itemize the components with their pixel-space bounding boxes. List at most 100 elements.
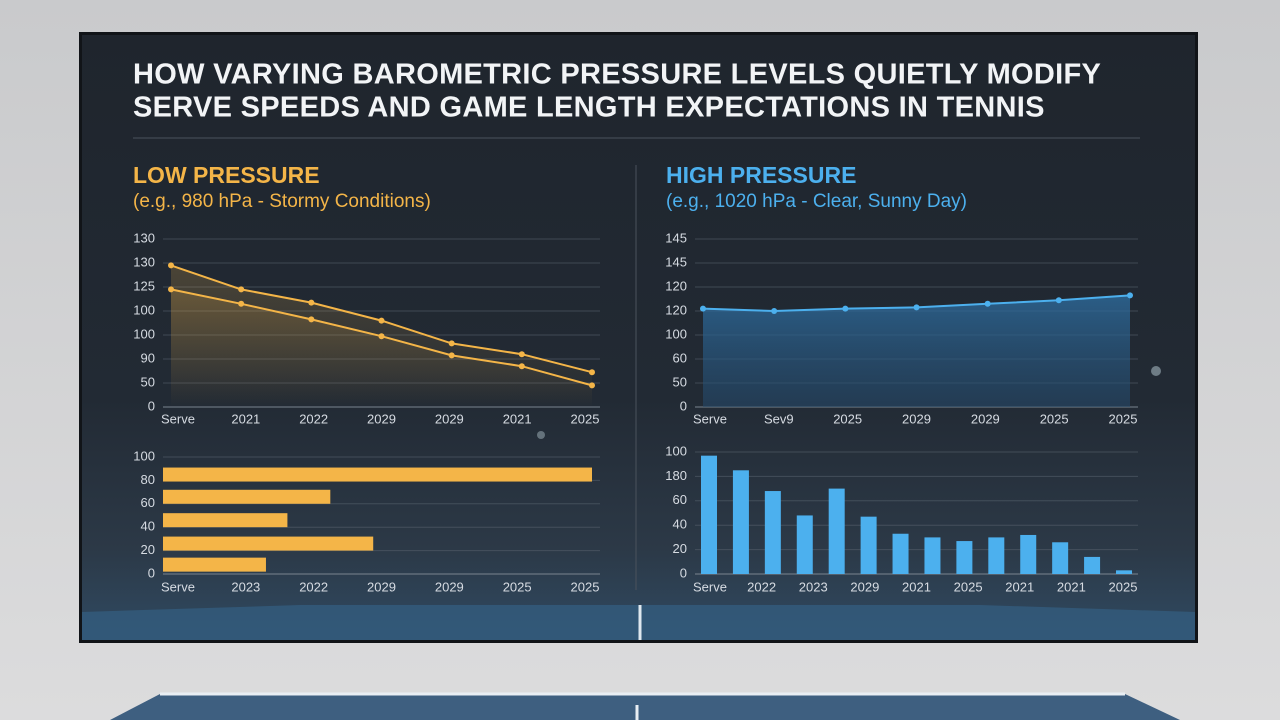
- x-tick-label: 2029: [902, 411, 931, 426]
- bar: [1116, 570, 1132, 574]
- y-tick-label: 0: [148, 565, 155, 580]
- bar: [732, 470, 749, 574]
- y-tick-label: 60: [141, 495, 155, 510]
- y-tick-label: 100: [133, 448, 155, 463]
- x-tick-label: 2022: [299, 411, 328, 426]
- y-tick-label: 0: [680, 398, 687, 413]
- x-tick-label: 2029: [971, 411, 1000, 426]
- bar: [163, 489, 331, 504]
- tennis-ball: [1151, 366, 1161, 376]
- bar: [860, 516, 877, 574]
- court-floor: [110, 694, 1180, 720]
- x-tick-label: 2029: [850, 579, 879, 594]
- x-tick-label: 2025: [954, 579, 983, 594]
- x-tick-label: 2025: [1109, 411, 1138, 426]
- y-tick-label: 180: [665, 468, 687, 483]
- y-tick-label: 40: [141, 519, 155, 534]
- y-tick-label: 90: [141, 350, 155, 365]
- x-tick-label: 2021: [1005, 579, 1034, 594]
- point: [378, 317, 385, 324]
- y-tick-label: 0: [680, 565, 687, 580]
- point: [1055, 297, 1062, 304]
- y-tick-label: 40: [673, 517, 687, 532]
- y-tick-label: 100: [665, 326, 687, 341]
- point: [448, 352, 455, 359]
- point: [168, 286, 174, 293]
- point: [168, 262, 174, 269]
- point: [771, 308, 778, 314]
- point: [308, 316, 315, 323]
- panel-heading: HIGH PRESSURE: [666, 162, 856, 188]
- y-tick-label: 125: [133, 278, 155, 293]
- point: [238, 300, 245, 307]
- point: [238, 286, 245, 293]
- area: [703, 295, 1130, 407]
- bar: [892, 533, 909, 574]
- y-tick-label: 50: [673, 374, 687, 389]
- y-tick-label: 130: [133, 230, 155, 245]
- y-tick-label: 120: [665, 302, 687, 317]
- bar: [956, 541, 973, 574]
- bar: [163, 467, 592, 482]
- title-line: SERVE SPEEDS AND GAME LENGTH EXPECTATION…: [133, 92, 1045, 124]
- point: [518, 363, 525, 370]
- x-tick-label: Serve: [693, 579, 727, 594]
- x-tick-label: 2023: [231, 579, 260, 594]
- bar: [924, 537, 941, 574]
- x-tick-label: 2029: [435, 411, 464, 426]
- x-tick-label: 2022: [299, 579, 328, 594]
- x-tick-label: 2025: [503, 579, 532, 594]
- y-tick-label: 130: [133, 254, 155, 269]
- panel-heading: LOW PRESSURE: [133, 162, 320, 188]
- x-tick-label: 2025: [571, 579, 600, 594]
- y-tick-label: 80: [141, 472, 155, 487]
- x-tick-label: 2025: [571, 411, 600, 426]
- bar: [796, 515, 813, 574]
- y-tick-label: 145: [665, 254, 687, 269]
- x-tick-label: 2021: [503, 411, 532, 426]
- point: [378, 333, 385, 340]
- bar: [163, 513, 288, 528]
- point: [448, 340, 455, 347]
- point: [589, 382, 595, 389]
- x-tick-label: 2021: [902, 579, 931, 594]
- bar: [1084, 556, 1101, 574]
- point: [913, 304, 920, 311]
- bar: [1020, 534, 1037, 574]
- point: [308, 299, 315, 306]
- bar: [163, 557, 266, 572]
- title-line: HOW VARYING BAROMETRIC PRESSURE LEVELS Q…: [133, 59, 1101, 91]
- y-tick-label: 20: [673, 541, 687, 556]
- y-tick-label: 60: [673, 350, 687, 365]
- point: [984, 300, 991, 307]
- y-tick-label: 0: [148, 398, 155, 413]
- y-tick-label: 100: [133, 326, 155, 341]
- y-tick-label: 100: [133, 302, 155, 317]
- bar: [764, 491, 781, 574]
- y-tick-label: 145: [665, 230, 687, 245]
- bar: [701, 455, 717, 574]
- x-tick-label: 2029: [435, 579, 464, 594]
- y-tick-label: 20: [141, 542, 155, 557]
- y-tick-label: 100: [665, 443, 687, 458]
- panel-subheading: (e.g., 1020 hPa - Clear, Sunny Day): [666, 191, 967, 212]
- point: [518, 351, 525, 358]
- x-tick-label: 2025: [1040, 411, 1069, 426]
- point: [1127, 292, 1133, 299]
- tennis-ball: [537, 431, 545, 439]
- x-tick-label: 2025: [833, 411, 862, 426]
- panel-subheading: (e.g., 980 hPa - Stormy Conditions): [133, 191, 431, 212]
- y-tick-label: 50: [141, 374, 155, 389]
- y-tick-label: 120: [665, 278, 687, 293]
- point: [700, 305, 706, 312]
- bar: [163, 536, 374, 551]
- point: [842, 305, 849, 312]
- point: [589, 369, 595, 376]
- x-tick-label: 2022: [747, 579, 776, 594]
- x-tick-label: 2021: [231, 411, 260, 426]
- bar: [1052, 542, 1069, 574]
- x-tick-label: Serve: [161, 579, 195, 594]
- x-tick-label: 2029: [367, 411, 396, 426]
